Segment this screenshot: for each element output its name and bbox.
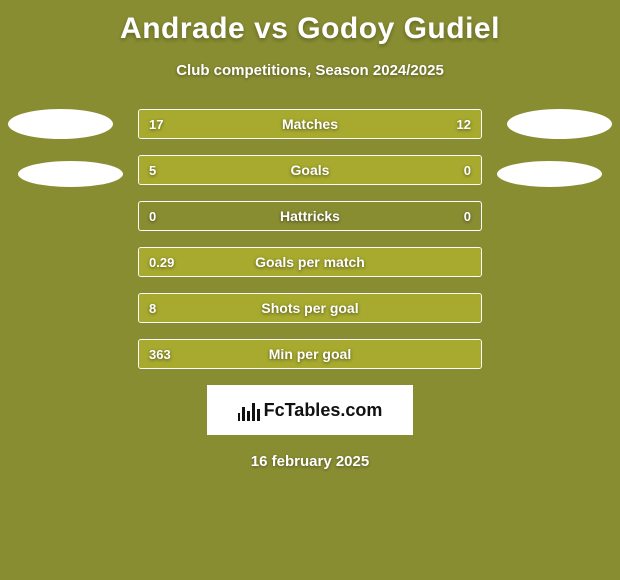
bar-chart-icon [238,399,260,421]
bar-left-fill [139,156,399,184]
bar-right-value: 0 [464,202,471,230]
bar-left-value: 0 [149,202,156,230]
date-label: 16 february 2025 [0,453,620,470]
bar-left-fill [139,110,337,138]
bar-goals-per-match: 0.29 Goals per match [138,247,482,277]
bar-shots-per-goal: 8 Shots per goal [138,293,482,323]
comparison-chart: 17 Matches 12 5 Goals 0 0 Hattricks 0 0.… [0,109,620,369]
subtitle: Club competitions, Season 2024/2025 [0,62,620,79]
bar-label: Hattricks [139,202,481,230]
bar-matches: 17 Matches 12 [138,109,482,139]
bar-goals: 5 Goals 0 [138,155,482,185]
player-left-oval-2 [18,161,123,187]
player-left-oval-1 [8,109,113,139]
bars-container: 17 Matches 12 5 Goals 0 0 Hattricks 0 0.… [138,109,482,369]
logo-box[interactable]: FcTables.com [207,385,413,435]
bar-min-per-goal: 363 Min per goal [138,339,482,369]
bar-right-fill [337,110,481,138]
page-title: Andrade vs Godoy Gudiel [0,0,620,46]
player-right-oval-2 [497,161,602,187]
bar-right-fill [399,156,481,184]
bar-hattricks: 0 Hattricks 0 [138,201,482,231]
player-right-oval-1 [507,109,612,139]
logo-text: FcTables.com [264,400,383,421]
bar-left-fill [139,248,481,276]
bar-left-fill [139,294,481,322]
bar-left-fill [139,340,481,368]
